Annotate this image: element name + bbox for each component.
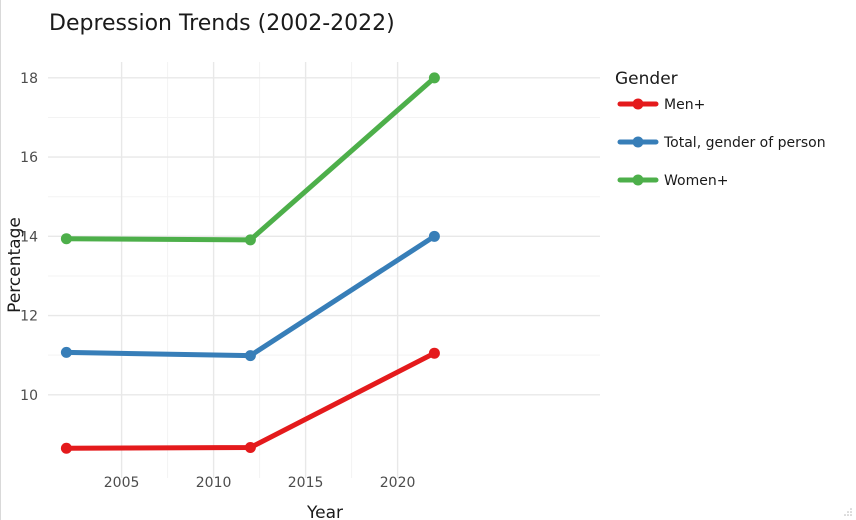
- data-point[interactable]: [244, 441, 256, 453]
- data-point[interactable]: [428, 72, 440, 84]
- data-point[interactable]: [60, 442, 72, 454]
- x-axis-title: Year: [306, 503, 343, 520]
- y-tick-label: 18: [20, 71, 38, 87]
- resize-grip-icon[interactable]: [843, 507, 853, 517]
- data-point[interactable]: [244, 234, 256, 246]
- legend-swatch-marker[interactable]: [632, 174, 644, 186]
- data-point[interactable]: [244, 350, 256, 362]
- y-axis-title: Percentage: [5, 217, 25, 313]
- data-point[interactable]: [60, 233, 72, 245]
- legend-swatch-marker[interactable]: [632, 136, 644, 148]
- legend-label[interactable]: Men+: [664, 97, 705, 113]
- y-tick-label: 16: [20, 150, 38, 166]
- window-left-border: [0, 0, 1, 520]
- y-tick-label: 14: [20, 229, 38, 245]
- legend-title: Gender: [615, 69, 678, 89]
- data-point[interactable]: [428, 230, 440, 242]
- grid-lines: [48, 62, 600, 478]
- data-point[interactable]: [428, 347, 440, 359]
- data-series: [60, 72, 440, 454]
- y-tick-label: 10: [20, 388, 38, 404]
- legend-label[interactable]: Total, gender of person: [663, 135, 826, 151]
- x-axis-ticks: 2005 2010 2015 2020: [104, 475, 416, 491]
- x-tick-label: 2010: [196, 475, 232, 491]
- y-tick-label: 12: [20, 309, 38, 325]
- x-tick-label: 2005: [104, 475, 140, 491]
- y-axis-ticks: 10 12 14 16 18: [20, 71, 38, 404]
- data-point[interactable]: [60, 346, 72, 358]
- x-tick-label: 2015: [288, 475, 324, 491]
- x-tick-label: 2020: [380, 475, 416, 491]
- legend-swatch-marker[interactable]: [632, 98, 644, 110]
- legend[interactable]: Gender Men+ Total, gender of person Women+: [615, 69, 826, 189]
- chart-title: Depression Trends (2002-2022): [49, 11, 395, 36]
- legend-label[interactable]: Women+: [664, 173, 728, 189]
